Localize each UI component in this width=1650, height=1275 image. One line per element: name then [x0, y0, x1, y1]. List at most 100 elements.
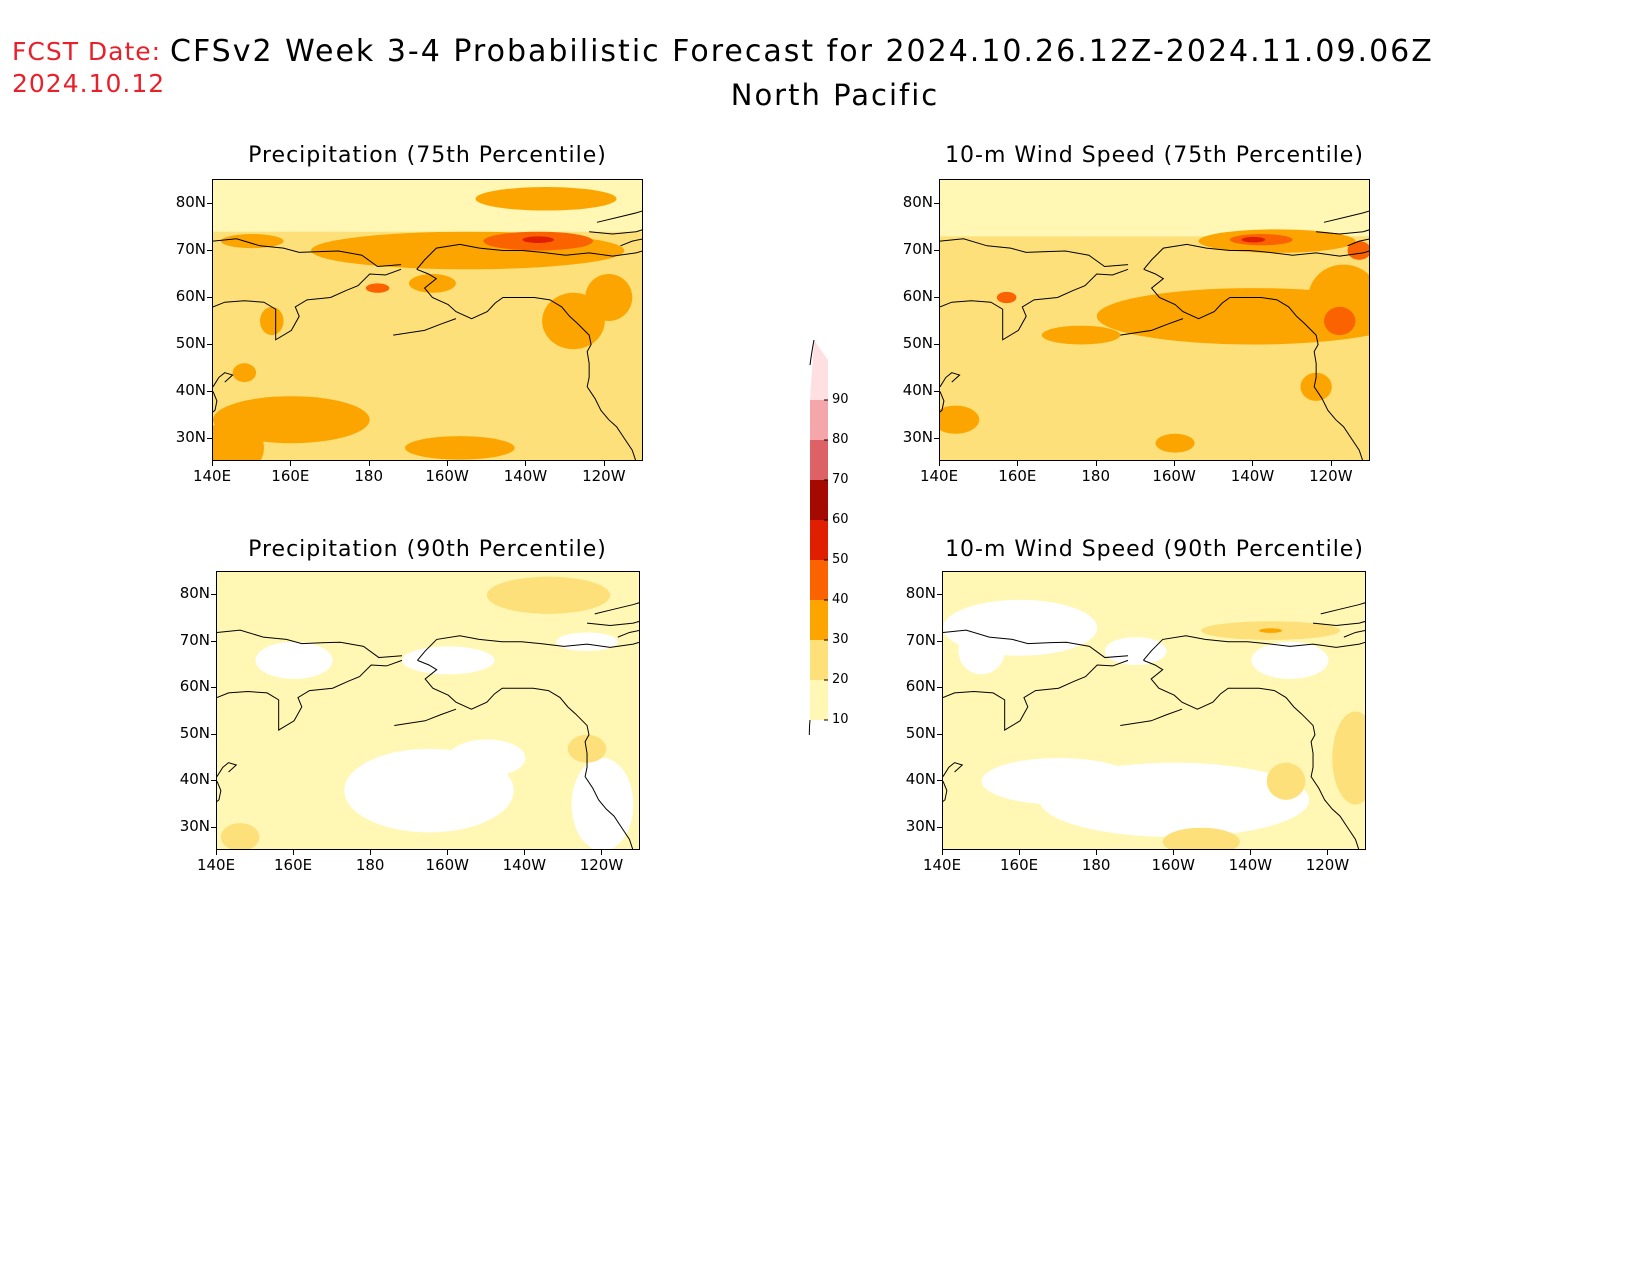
lon-tick: [1019, 850, 1021, 855]
lon-tick-label: 180: [355, 856, 385, 874]
lat-tick: [207, 437, 212, 439]
field-blob: [220, 823, 260, 849]
coastline: [943, 781, 948, 803]
field-blob: [1323, 306, 1356, 336]
lon-tick: [525, 461, 527, 466]
coastline: [1120, 708, 1183, 726]
lat-tick: [207, 202, 212, 204]
colorbar-label: 50: [832, 552, 849, 567]
coastline: [217, 629, 403, 659]
field-blob: [996, 291, 1017, 304]
lat-tick: [937, 780, 942, 782]
coastline: [1143, 659, 1360, 849]
field-blob: [404, 436, 515, 460]
lat-tick: [934, 437, 939, 439]
forecast-date-block: FCST Date: 2024.10.12: [12, 36, 165, 100]
lon-tick: [1173, 850, 1175, 855]
lon-tick-label: 160W: [425, 856, 469, 874]
coastline: [213, 268, 402, 341]
lat-tick: [211, 826, 216, 828]
lon-tick: [603, 461, 605, 466]
lon-tick: [942, 850, 943, 855]
lon-tick: [601, 850, 603, 855]
lat-tick-label: 70N: [179, 630, 210, 649]
coastline: [1323, 210, 1369, 223]
coastline: [943, 762, 964, 777]
coastline: [943, 629, 1129, 659]
coastline: [213, 372, 234, 388]
field-blob: [1162, 827, 1240, 849]
map-precip-90th: [216, 571, 640, 850]
field-blob: [1308, 264, 1369, 331]
coastline: [417, 659, 634, 849]
field-blob-below: [1251, 641, 1329, 679]
lat-tick-label: 80N: [179, 584, 210, 603]
lon-tick: [1095, 461, 1097, 466]
lon-tick-label: 140W: [1228, 856, 1273, 874]
coastline: [1347, 238, 1369, 247]
forecast-date-value: 2024.10.12: [12, 69, 166, 98]
field-blob-below: [571, 758, 634, 849]
lon-tick: [216, 850, 217, 855]
lat-tick: [934, 249, 939, 251]
coastline: [594, 602, 639, 615]
colorbar-label: 90: [832, 392, 849, 407]
region-title: North Pacific: [730, 78, 940, 112]
lat-tick: [937, 687, 942, 689]
forecast-date-label: FCST Date:: [12, 37, 162, 66]
lon-tick-label: 180: [354, 467, 384, 485]
lat-tick-label: 60N: [905, 677, 936, 696]
panel-title-wind90: 10-m Wind Speed (90th Percentile): [945, 537, 1364, 562]
lat-tick: [211, 780, 216, 782]
field-blob: [365, 283, 390, 293]
lon-tick: [293, 850, 295, 855]
lat-tick: [211, 640, 216, 642]
colorbar-swatch: [810, 680, 828, 720]
lon-tick-label: 120W: [1305, 856, 1350, 874]
lon-tick: [290, 461, 292, 466]
field-blob: [585, 274, 633, 321]
panel-title-precip90: Precipitation (90th Percentile): [248, 537, 607, 562]
lat-tick: [934, 202, 939, 204]
field-blob-below: [556, 632, 618, 652]
field-plot-wind90: [943, 572, 1365, 849]
lon-tick-label: 160E: [998, 467, 1037, 485]
lat-tick-label: 70N: [175, 239, 206, 258]
lat-tick-label: 80N: [905, 584, 936, 603]
field-blob: [232, 363, 257, 383]
field-blob-below: [1104, 637, 1167, 665]
coastline: [416, 268, 637, 460]
colorbar-swatch: [810, 560, 828, 600]
lat-tick-label: 70N: [902, 239, 933, 258]
lat-tick: [207, 296, 212, 298]
colorbar-cap: [808, 719, 813, 759]
coastline: [586, 620, 639, 626]
field-blob-below: [448, 739, 526, 777]
lon-tick-label: 180: [1081, 467, 1111, 485]
field-blob-below: [958, 627, 1005, 675]
coastline: [1312, 620, 1365, 626]
field-blob: [522, 236, 554, 243]
lon-tick: [1250, 850, 1252, 855]
lat-tick-label: 40N: [905, 770, 936, 789]
field-plot-wind75: [940, 180, 1369, 460]
field-blob: [220, 234, 284, 249]
field-blob: [1332, 711, 1365, 805]
lon-tick-label: 160W: [1152, 467, 1196, 485]
page-title: CFSv2 Week 3-4 Probabilistic Forecast fo…: [170, 34, 1434, 69]
coastline: [213, 391, 218, 413]
lat-tick: [207, 249, 212, 251]
lon-tick-label: 160E: [271, 467, 310, 485]
lat-tick-label: 40N: [179, 770, 210, 789]
lon-tick-label: 120W: [579, 856, 624, 874]
lat-tick-label: 30N: [175, 427, 206, 446]
coastline: [217, 781, 222, 803]
field-blob: [408, 274, 456, 293]
lon-tick-label: 140W: [503, 467, 548, 485]
lon-tick-label: 140E: [922, 856, 962, 874]
field-blob: [475, 187, 617, 211]
coastline: [417, 635, 639, 661]
lon-tick: [1330, 461, 1332, 466]
coastline: [1120, 318, 1184, 336]
lat-tick-label: 50N: [179, 723, 210, 742]
